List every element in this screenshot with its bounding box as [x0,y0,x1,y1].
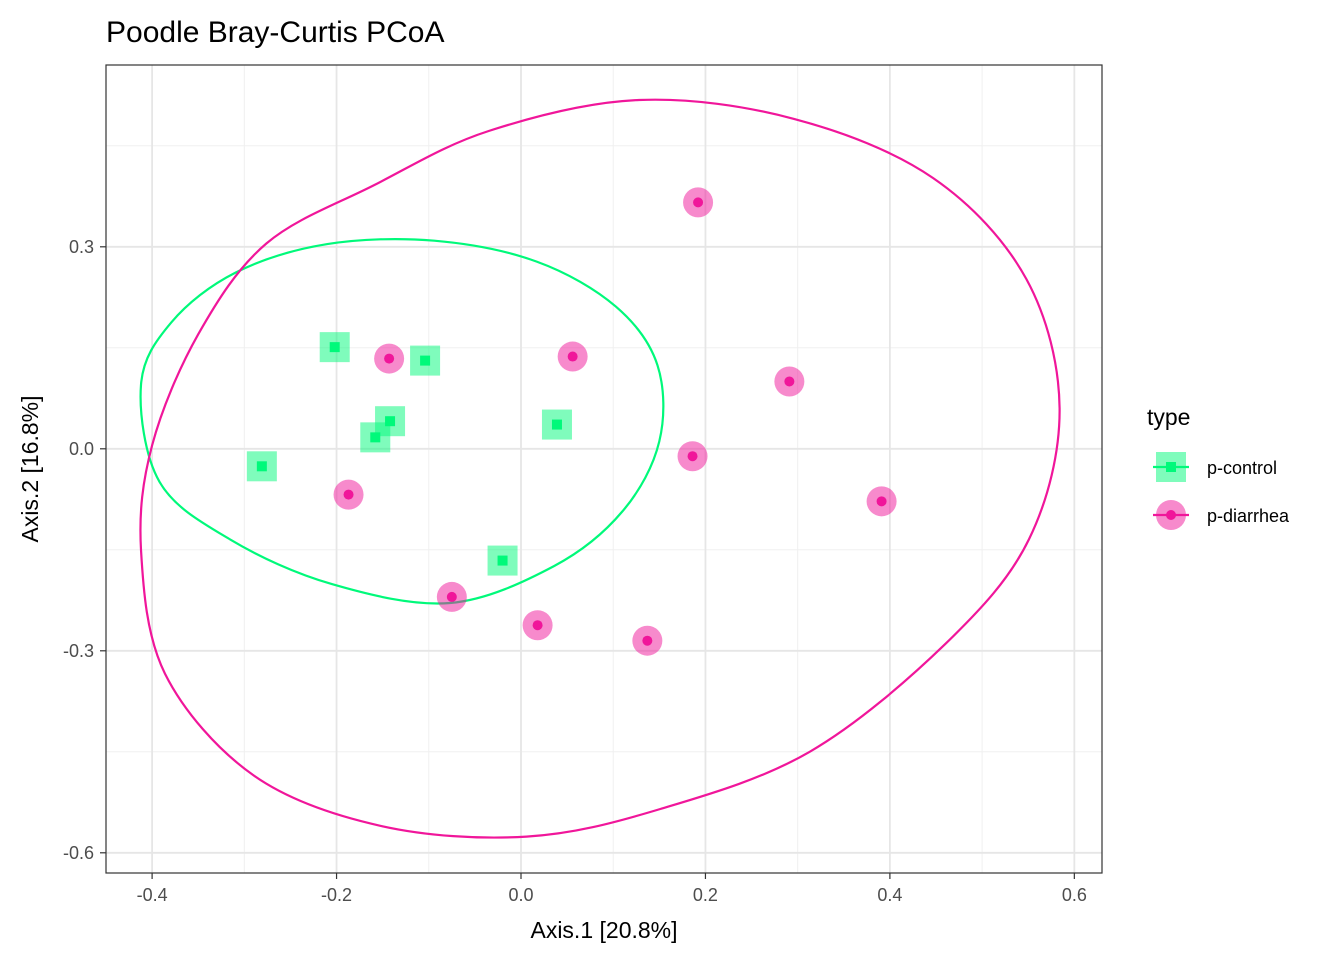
legend-label: p-diarrhea [1207,506,1290,526]
p-diarrhea-point [632,625,663,656]
y-tick-label: -0.3 [63,641,94,661]
p-diarrhea-ellipse [139,98,1061,839]
legend-key-marker [1166,462,1176,472]
p-diarrhea-point-marker [532,620,543,631]
p-control-point-marker [385,416,396,427]
p-control-point-marker [256,461,267,472]
p-control-point-marker [497,555,508,566]
p-diarrhea-point [866,486,897,517]
x-tick-label: -0.2 [321,885,352,905]
major-gridlines [106,65,1102,873]
x-tick-label: 0.0 [508,885,533,905]
x-axis-title: Axis.1 [20.8%] [530,917,677,943]
p-diarrhea-point [683,187,714,218]
p-control-point [487,545,518,576]
p-control-point [246,451,277,482]
p-control-point-marker [420,355,431,366]
p-control-point [360,422,391,453]
p-diarrhea-point-marker [384,353,395,364]
p-diarrhea-point-marker [693,197,704,208]
p-control-point-marker [329,342,340,353]
p-diarrhea-point-marker [784,376,795,387]
legend-item-p-diarrhea: p-diarrhea [1153,500,1290,530]
p-diarrhea-point [677,441,708,472]
legend: type p-control p-diarrhea [1147,404,1290,530]
p-diarrhea-point-marker [567,351,578,362]
legend-title: type [1147,404,1190,430]
y-axis-ticks: 0.3 0.0 -0.3 -0.6 [63,237,106,863]
p-diarrhea-point-marker [343,489,354,500]
y-axis-title: Axis.2 [16.8%] [17,395,43,542]
y-tick-label: 0.3 [69,237,94,257]
data-points [246,187,897,656]
p-diarrhea-point-marker [642,635,653,646]
p-control-point-marker [551,419,562,430]
x-axis-ticks: -0.4 -0.2 0.0 0.2 0.4 0.6 [137,873,1087,905]
y-tick-label: 0.0 [69,439,94,459]
p-diarrhea-point-marker [687,451,698,462]
chart-title: Poodle Bray-Curtis PCoA [106,16,444,49]
p-diarrhea-point [774,366,805,397]
legend-label: p-control [1207,458,1277,478]
x-tick-label: -0.4 [137,885,168,905]
p-diarrhea-point-marker [876,496,887,507]
p-diarrhea-point [557,341,588,372]
confidence-ellipses [139,98,1061,839]
minor-gridlines [106,65,1102,873]
p-diarrhea-point-marker [446,591,457,602]
x-tick-label: 0.4 [877,885,902,905]
x-tick-label: 0.6 [1062,885,1087,905]
p-diarrhea-point [436,581,467,612]
plot-panel-border [105,64,1103,874]
x-tick-label: 0.2 [693,885,718,905]
p-diarrhea-point [333,479,364,510]
p-diarrhea-point [374,343,405,374]
legend-key-marker [1166,510,1176,520]
p-control-point [319,332,350,363]
p-control-point [410,345,441,376]
p-control-ellipse [139,238,665,605]
p-control-point-marker [370,432,381,443]
y-tick-label: -0.6 [63,843,94,863]
legend-item-p-control: p-control [1153,452,1277,482]
p-diarrhea-point [522,610,553,641]
p-control-point [541,409,572,440]
